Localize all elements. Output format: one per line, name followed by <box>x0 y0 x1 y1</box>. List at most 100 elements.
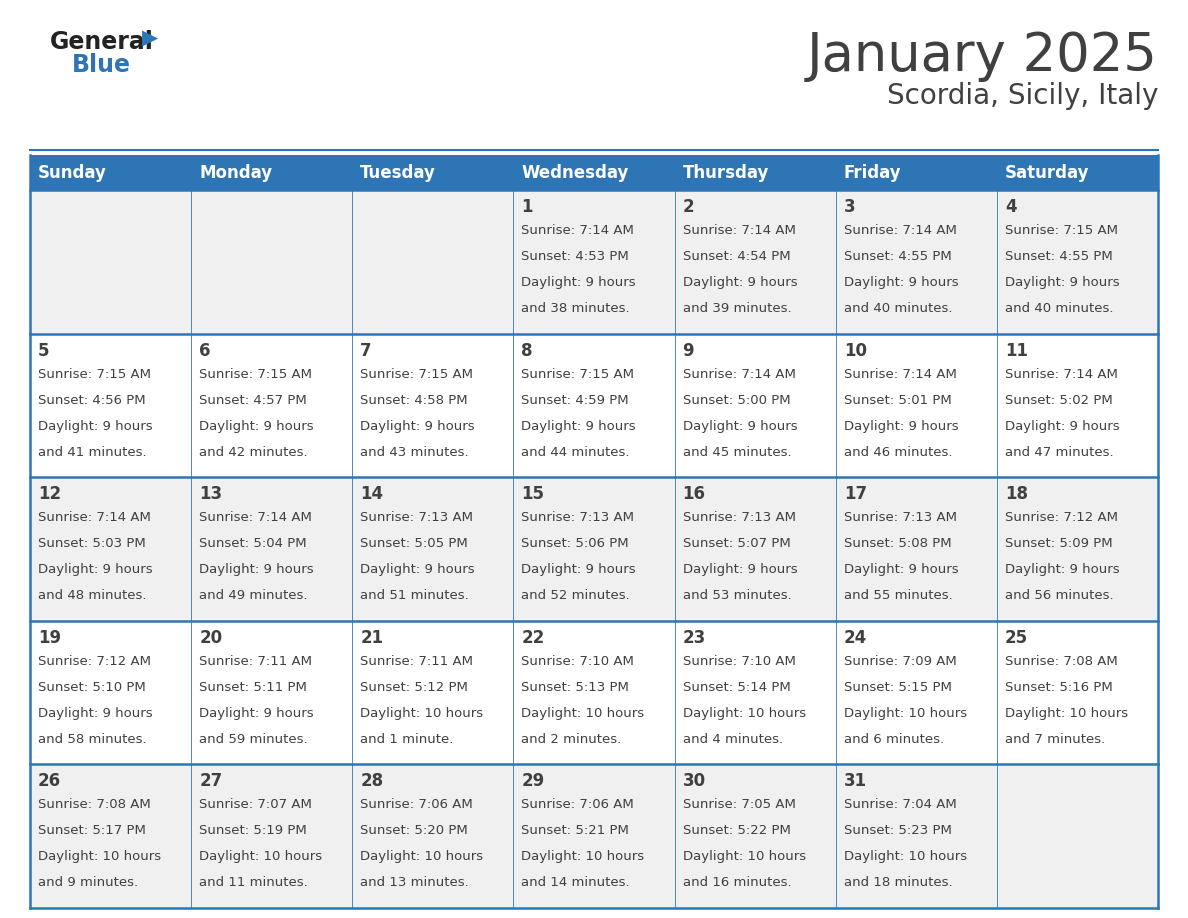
Text: Sunrise: 7:08 AM: Sunrise: 7:08 AM <box>38 799 151 812</box>
Text: Sunrise: 7:06 AM: Sunrise: 7:06 AM <box>360 799 473 812</box>
Text: Sunrise: 7:11 AM: Sunrise: 7:11 AM <box>360 655 473 667</box>
Text: 29: 29 <box>522 772 544 790</box>
Text: 2: 2 <box>683 198 694 216</box>
Text: Daylight: 10 hours: Daylight: 10 hours <box>522 707 645 720</box>
Text: Sunrise: 7:14 AM: Sunrise: 7:14 AM <box>200 511 312 524</box>
Text: Sunset: 5:08 PM: Sunset: 5:08 PM <box>843 537 952 550</box>
Text: and 2 minutes.: and 2 minutes. <box>522 733 621 745</box>
Bar <box>513 765 675 908</box>
Text: Friday: Friday <box>843 163 902 182</box>
Text: Sunrise: 7:14 AM: Sunrise: 7:14 AM <box>843 224 956 237</box>
Text: 6: 6 <box>200 341 210 360</box>
Text: Daylight: 10 hours: Daylight: 10 hours <box>1005 707 1127 720</box>
Text: 22: 22 <box>522 629 544 647</box>
Text: Sunrise: 7:15 AM: Sunrise: 7:15 AM <box>1005 224 1118 237</box>
Text: and 6 minutes.: and 6 minutes. <box>843 733 943 745</box>
Text: 12: 12 <box>38 486 61 503</box>
Text: Daylight: 9 hours: Daylight: 9 hours <box>38 563 152 577</box>
Bar <box>675 765 835 908</box>
Text: Sunset: 4:57 PM: Sunset: 4:57 PM <box>200 394 307 407</box>
Text: Sunrise: 7:14 AM: Sunrise: 7:14 AM <box>1005 367 1118 381</box>
Text: Sunday: Sunday <box>38 163 107 182</box>
Text: Sunrise: 7:07 AM: Sunrise: 7:07 AM <box>200 799 312 812</box>
Bar <box>30 155 191 190</box>
Text: Daylight: 9 hours: Daylight: 9 hours <box>843 420 959 432</box>
Bar <box>835 477 997 621</box>
Text: Sunset: 5:07 PM: Sunset: 5:07 PM <box>683 537 790 550</box>
Text: ▶: ▶ <box>143 28 158 48</box>
Text: Sunset: 5:02 PM: Sunset: 5:02 PM <box>1005 394 1113 407</box>
Text: Daylight: 10 hours: Daylight: 10 hours <box>360 850 484 864</box>
Text: Blue: Blue <box>72 53 131 77</box>
Text: Sunset: 5:19 PM: Sunset: 5:19 PM <box>200 824 307 837</box>
Bar <box>353 333 513 477</box>
Text: Daylight: 10 hours: Daylight: 10 hours <box>38 850 162 864</box>
Text: Tuesday: Tuesday <box>360 163 436 182</box>
Text: and 49 minutes.: and 49 minutes. <box>200 589 308 602</box>
Bar <box>513 621 675 765</box>
Text: Sunset: 4:58 PM: Sunset: 4:58 PM <box>360 394 468 407</box>
Text: 8: 8 <box>522 341 533 360</box>
Text: Sunset: 5:06 PM: Sunset: 5:06 PM <box>522 537 630 550</box>
Bar <box>675 621 835 765</box>
Bar <box>191 765 353 908</box>
Text: General: General <box>50 30 154 54</box>
Text: Sunset: 4:59 PM: Sunset: 4:59 PM <box>522 394 630 407</box>
Bar <box>30 477 191 621</box>
Text: and 18 minutes.: and 18 minutes. <box>843 877 953 890</box>
Bar <box>675 155 835 190</box>
Text: Sunset: 5:16 PM: Sunset: 5:16 PM <box>1005 681 1113 694</box>
Text: 16: 16 <box>683 486 706 503</box>
Text: Sunset: 5:01 PM: Sunset: 5:01 PM <box>843 394 952 407</box>
Text: and 44 minutes.: and 44 minutes. <box>522 445 630 459</box>
Bar <box>191 155 353 190</box>
Text: 21: 21 <box>360 629 384 647</box>
Bar <box>353 765 513 908</box>
Text: Daylight: 9 hours: Daylight: 9 hours <box>38 707 152 720</box>
Bar <box>997 621 1158 765</box>
Bar <box>191 190 353 333</box>
Text: Daylight: 9 hours: Daylight: 9 hours <box>683 563 797 577</box>
Text: 5: 5 <box>38 341 50 360</box>
Text: Sunset: 5:17 PM: Sunset: 5:17 PM <box>38 824 146 837</box>
Text: Sunset: 5:23 PM: Sunset: 5:23 PM <box>843 824 952 837</box>
Bar <box>835 333 997 477</box>
Text: 19: 19 <box>38 629 61 647</box>
Text: Sunrise: 7:13 AM: Sunrise: 7:13 AM <box>522 511 634 524</box>
Bar <box>191 621 353 765</box>
Text: Daylight: 9 hours: Daylight: 9 hours <box>683 420 797 432</box>
Text: Daylight: 10 hours: Daylight: 10 hours <box>843 850 967 864</box>
Text: Sunrise: 7:14 AM: Sunrise: 7:14 AM <box>683 367 796 381</box>
Text: Sunset: 4:55 PM: Sunset: 4:55 PM <box>1005 250 1113 263</box>
Text: 15: 15 <box>522 486 544 503</box>
Bar <box>997 190 1158 333</box>
Text: 30: 30 <box>683 772 706 790</box>
Text: and 59 minutes.: and 59 minutes. <box>200 733 308 745</box>
Bar <box>30 333 191 477</box>
Text: January 2025: January 2025 <box>807 30 1158 82</box>
Text: and 48 minutes.: and 48 minutes. <box>38 589 146 602</box>
Bar <box>513 190 675 333</box>
Text: and 16 minutes.: and 16 minutes. <box>683 877 791 890</box>
Text: Sunrise: 7:06 AM: Sunrise: 7:06 AM <box>522 799 634 812</box>
Text: Sunset: 5:20 PM: Sunset: 5:20 PM <box>360 824 468 837</box>
Text: Daylight: 9 hours: Daylight: 9 hours <box>522 276 636 289</box>
Text: Sunrise: 7:11 AM: Sunrise: 7:11 AM <box>200 655 312 667</box>
Text: Sunset: 4:56 PM: Sunset: 4:56 PM <box>38 394 146 407</box>
Text: and 55 minutes.: and 55 minutes. <box>843 589 953 602</box>
Text: Sunrise: 7:05 AM: Sunrise: 7:05 AM <box>683 799 796 812</box>
Bar <box>353 621 513 765</box>
Text: Daylight: 9 hours: Daylight: 9 hours <box>360 420 475 432</box>
Bar <box>30 621 191 765</box>
Text: Sunrise: 7:10 AM: Sunrise: 7:10 AM <box>683 655 796 667</box>
Text: Sunset: 4:55 PM: Sunset: 4:55 PM <box>843 250 952 263</box>
Text: 11: 11 <box>1005 341 1028 360</box>
Text: Daylight: 9 hours: Daylight: 9 hours <box>1005 420 1119 432</box>
Text: 7: 7 <box>360 341 372 360</box>
Text: and 42 minutes.: and 42 minutes. <box>200 445 308 459</box>
Bar <box>353 155 513 190</box>
Text: 23: 23 <box>683 629 706 647</box>
Text: Daylight: 10 hours: Daylight: 10 hours <box>200 850 322 864</box>
Text: Daylight: 9 hours: Daylight: 9 hours <box>1005 563 1119 577</box>
Text: 26: 26 <box>38 772 61 790</box>
